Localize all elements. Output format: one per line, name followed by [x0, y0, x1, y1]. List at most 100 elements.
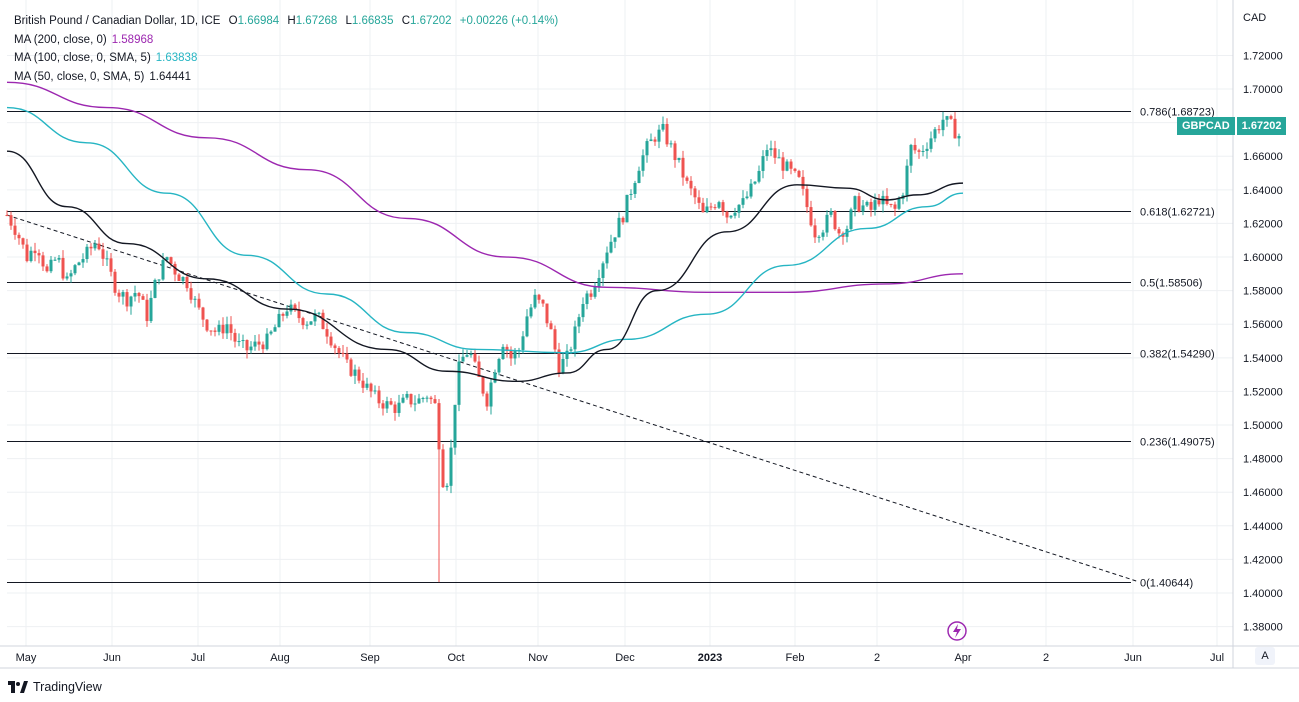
candle-body	[869, 201, 873, 210]
candle-body	[397, 402, 401, 413]
candle-body	[617, 217, 621, 238]
y-tick-label: 1.44000	[1243, 521, 1283, 533]
candle-body	[489, 382, 493, 407]
legend-high: 1.67268	[295, 15, 338, 27]
y-tick-label: 1.70000	[1243, 84, 1283, 96]
candle-body	[893, 204, 897, 209]
candle-body	[601, 263, 605, 278]
candle-body	[485, 393, 489, 407]
candle-body	[909, 144, 913, 166]
candle-body	[213, 330, 217, 332]
fib-level-label: 0.236(1.49075)	[1140, 437, 1215, 449]
candle-body	[121, 292, 125, 297]
candle-body	[65, 276, 69, 279]
candle-body	[233, 332, 237, 342]
candle-body	[945, 116, 949, 120]
candle-body	[721, 202, 725, 212]
candle-body	[401, 397, 405, 403]
candle-body	[765, 150, 769, 157]
candle-body	[341, 352, 345, 354]
candle-body	[717, 202, 721, 208]
candle-body	[829, 211, 833, 215]
candle-body	[109, 258, 113, 272]
candle-body	[757, 170, 761, 182]
candle-body	[393, 404, 397, 413]
legend-ma100-row[interactable]: MA (100, close, 0, SMA, 5) 1.63838	[14, 49, 558, 68]
legend-ma200-value: 1.58968	[111, 33, 154, 46]
auto-scale-button[interactable]: A	[1255, 647, 1275, 665]
candle-body	[801, 176, 805, 189]
candle-body	[609, 241, 613, 253]
y-tick-label: 1.48000	[1243, 454, 1283, 466]
candle-body	[289, 304, 293, 312]
y-tick-label: 1.46000	[1243, 487, 1283, 499]
candle-body	[89, 246, 93, 249]
legend-ma50-row[interactable]: MA (50, close, 0, SMA, 5) 1.64441	[14, 68, 558, 87]
candle-body	[957, 136, 961, 139]
candle-body	[629, 193, 633, 195]
candle-body	[777, 157, 781, 159]
candle-body	[49, 259, 53, 272]
legend-h-label: H	[287, 15, 296, 27]
candle-body	[229, 324, 233, 333]
candle-body	[13, 225, 17, 235]
candle-body	[25, 244, 29, 262]
candle-body	[45, 266, 49, 272]
candle-body	[705, 206, 709, 213]
y-tick-label: 1.62000	[1243, 218, 1283, 230]
candle-body	[917, 150, 921, 152]
fib-level-label: 0(1.40644)	[1140, 578, 1193, 590]
candle-body	[605, 252, 609, 264]
candle-body	[473, 353, 477, 362]
candle-body	[941, 119, 945, 131]
legend-open: 1.66984	[237, 15, 280, 27]
candle-body	[257, 341, 261, 345]
candle-body	[389, 401, 393, 405]
candle-body	[209, 330, 213, 332]
candle-body	[505, 346, 509, 351]
candle-body	[101, 249, 105, 259]
candle-body	[797, 170, 801, 177]
candle-body	[57, 257, 61, 260]
candle-body	[761, 156, 765, 171]
candle-body	[449, 447, 453, 486]
candle-body	[749, 183, 753, 197]
candle-body	[953, 118, 957, 139]
tradingview-logo-icon	[8, 681, 28, 693]
candle-body	[593, 286, 597, 297]
candle-body	[773, 148, 777, 158]
candle-body	[269, 331, 273, 334]
candle-body	[569, 349, 573, 351]
candle-body	[429, 397, 433, 400]
candle-body	[173, 263, 177, 275]
candle-body	[905, 165, 909, 196]
candle-body	[41, 255, 45, 267]
candle-body	[897, 198, 901, 209]
currency-label: CAD	[1243, 12, 1267, 24]
candle-body	[157, 279, 161, 281]
candle-body	[689, 180, 693, 189]
tradingview-brand[interactable]: TradingView	[8, 680, 102, 694]
candle-body	[193, 298, 197, 300]
candle-body	[277, 313, 281, 328]
flash-icon[interactable]	[946, 620, 968, 647]
candle-body	[561, 358, 565, 374]
candle-body	[581, 304, 585, 318]
candle-body	[833, 211, 837, 230]
candle-body	[685, 177, 689, 181]
candle-body	[597, 277, 601, 287]
brand-name: TradingView	[33, 680, 102, 694]
legend-ma200-row[interactable]: MA (200, close, 0) 1.58968	[14, 31, 558, 50]
candle-body	[93, 243, 97, 249]
candle-body	[537, 294, 541, 300]
candle-body	[325, 329, 329, 337]
legend-symbol: British Pound / Canadian Dollar, 1D, ICE	[14, 15, 221, 27]
legend-ma100-label: MA (100, close, 0, SMA, 5)	[14, 52, 151, 64]
legend-ohlc-row: British Pound / Canadian Dollar, 1D, ICE…	[14, 12, 558, 31]
candle-body	[425, 397, 429, 399]
candle-body	[865, 201, 869, 206]
x-tick-label: Oct	[447, 652, 464, 664]
candle-body	[409, 393, 413, 405]
x-tick-label: 2023	[698, 652, 722, 664]
